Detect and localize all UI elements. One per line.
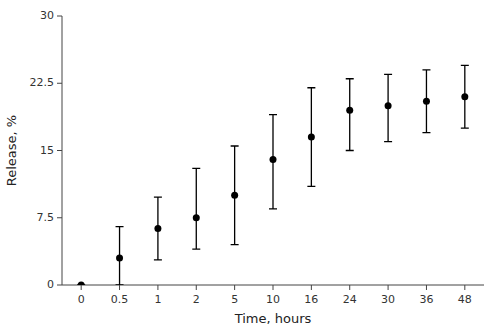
point <box>116 255 123 262</box>
x-tick-label: 48 <box>458 293 472 306</box>
x-tick-label: 24 <box>343 293 357 306</box>
x-tick-label: 5 <box>231 293 238 306</box>
point <box>231 192 238 199</box>
x-tick <box>157 285 158 290</box>
x-tick-label: 2 <box>193 293 200 306</box>
y-tick <box>57 16 62 17</box>
point <box>423 98 430 105</box>
error-bar <box>231 146 239 245</box>
point <box>346 107 353 114</box>
x-tick-label: 30 <box>381 293 395 306</box>
y-axis-line <box>62 16 63 285</box>
point <box>308 134 315 141</box>
chart-container: 0 7.5 15 22.5 30 0 0.5 1 2 5 10 16 24 30 36 48 Time, hou… <box>0 0 500 333</box>
y-tick-label: 22.5 <box>30 76 55 89</box>
x-tick <box>196 285 197 290</box>
y-axis-label: Release, % <box>4 115 19 186</box>
marks <box>77 65 469 285</box>
x-tick <box>311 285 312 290</box>
error-bar <box>269 115 277 209</box>
y-tick-label: 30 <box>40 9 54 22</box>
error-bar <box>192 168 200 249</box>
chart: 0 7.5 15 22.5 30 0 0.5 1 2 5 10 16 24 30 36 48 Time, hou… <box>0 0 500 333</box>
error-bar <box>384 74 392 141</box>
y-tick <box>57 83 62 84</box>
y-tick <box>57 217 62 218</box>
point <box>78 282 85 286</box>
axes: 0 7.5 15 22.5 30 0 0.5 1 2 5 10 16 24 30 36 48 <box>30 9 485 306</box>
y-tick <box>57 150 62 151</box>
x-tick-label: 0.5 <box>111 293 129 306</box>
x-axis-line <box>62 285 484 286</box>
x-tick <box>426 285 427 290</box>
x-tick-label: 36 <box>419 293 433 306</box>
error-bar <box>461 65 469 128</box>
x-tick-label: 1 <box>154 293 161 306</box>
x-tick <box>119 285 120 290</box>
error-bar <box>307 88 315 187</box>
x-tick <box>234 285 235 290</box>
x-axis-label: Time, hours <box>234 311 312 326</box>
y-tick-label: 7.5 <box>37 211 55 224</box>
x-tick <box>388 285 389 290</box>
x-tick <box>81 285 82 290</box>
y-tick-label: 15 <box>40 144 54 157</box>
point <box>270 156 277 163</box>
x-tick-label: 0 <box>78 293 85 306</box>
point <box>193 214 200 221</box>
point <box>154 225 161 232</box>
x-tick <box>464 285 465 290</box>
error-bar <box>116 227 124 285</box>
x-tick-label: 16 <box>304 293 318 306</box>
point <box>385 102 392 109</box>
point <box>461 93 468 100</box>
y-tick <box>57 285 62 286</box>
error-bar <box>346 79 354 151</box>
error-bar <box>422 70 430 133</box>
x-tick <box>349 285 350 290</box>
error-bar <box>154 197 162 260</box>
x-tick <box>273 285 274 290</box>
x-tick-label: 10 <box>266 293 280 306</box>
y-tick-label: 0 <box>47 278 54 291</box>
